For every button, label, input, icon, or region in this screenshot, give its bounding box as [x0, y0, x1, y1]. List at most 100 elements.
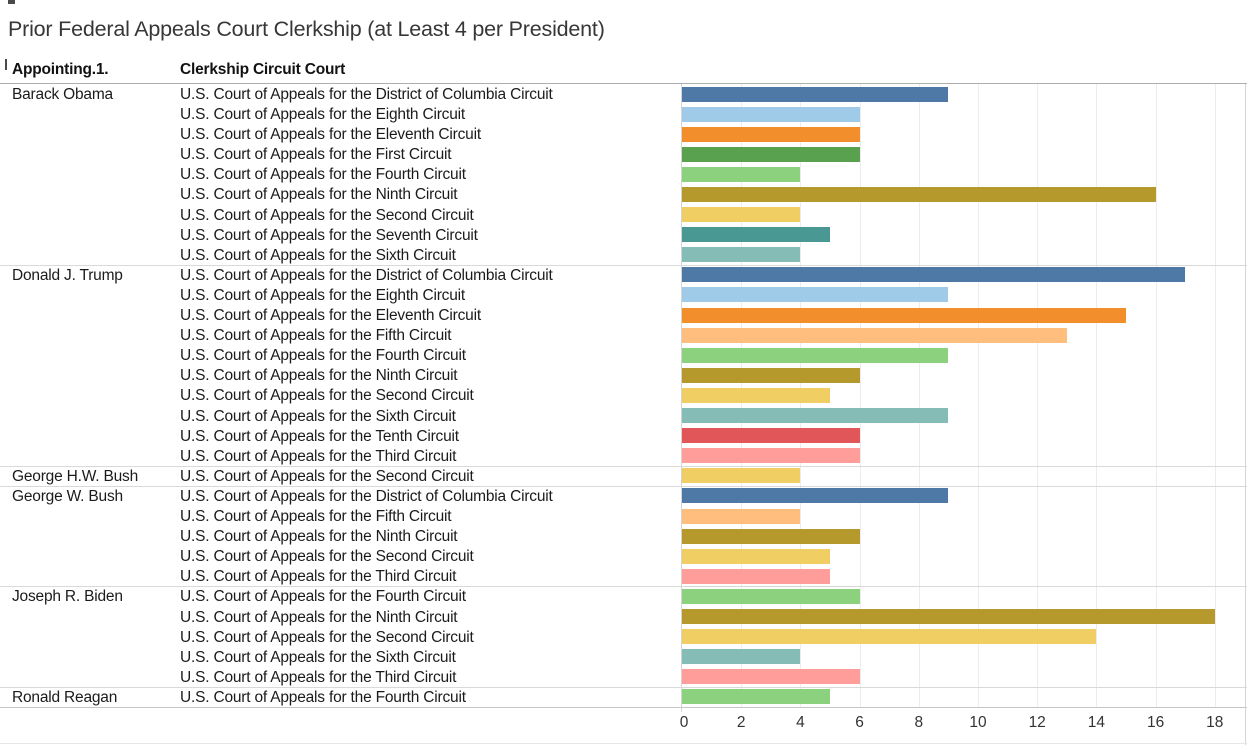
- plot-left-border: [681, 84, 682, 712]
- bar-mark[interactable]: [682, 508, 801, 524]
- circuit-label: U.S. Court of Appeals for the Fifth Circ…: [180, 508, 452, 526]
- president-label: George H.W. Bush: [12, 467, 139, 485]
- plot-right-border: [1245, 84, 1246, 745]
- circuit-label: U.S. Court of Appeals for the Ninth Circ…: [180, 528, 458, 546]
- bar-mark[interactable]: [682, 126, 860, 142]
- president-label: Donald J. Trump: [12, 266, 123, 284]
- president-label: Ronald Reagan: [12, 688, 118, 706]
- circuit-label: U.S. Court of Appeals for the Fourth Cir…: [180, 688, 466, 706]
- bar-mark[interactable]: [682, 408, 949, 424]
- header-underline: [0, 83, 1247, 84]
- circuit-label: U.S. Court of Appeals for the Ninth Circ…: [180, 186, 458, 204]
- circuit-label: U.S. Court of Appeals for the Second Cir…: [180, 548, 474, 566]
- circuit-label: U.S. Court of Appeals for the Eleventh C…: [180, 126, 481, 144]
- bar-mark[interactable]: [682, 367, 860, 383]
- header-edge-tick: [5, 59, 7, 70]
- circuit-label: U.S. Court of Appeals for the Sixth Circ…: [180, 648, 456, 666]
- gridline-18: [1214, 84, 1216, 707]
- bar-mark[interactable]: [682, 649, 801, 665]
- circuit-label: U.S. Court of Appeals for the Second Cir…: [180, 206, 474, 224]
- bar-mark[interactable]: [682, 307, 1126, 323]
- bar-mark[interactable]: [682, 227, 830, 243]
- circuit-label: U.S. Court of Appeals for the Fourth Cir…: [180, 347, 466, 365]
- x-tick-label-8: 8: [914, 714, 924, 731]
- x-tick-label-2: 2: [736, 714, 746, 731]
- circuit-label: U.S. Court of Appeals for the District o…: [180, 487, 553, 505]
- x-tick-label-6: 6: [855, 714, 864, 731]
- bar-mark[interactable]: [682, 468, 801, 484]
- circuit-label: U.S. Court of Appeals for the Third Circ…: [180, 668, 457, 686]
- circuit-label: U.S. Court of Appeals for the Third Circ…: [180, 568, 457, 586]
- circuit-label: U.S. Court of Appeals for the District o…: [180, 86, 553, 103]
- x-tick-label-4: 4: [796, 714, 805, 731]
- bar-mark[interactable]: [682, 568, 830, 584]
- section-divider: [0, 265, 1247, 266]
- circuit-label: U.S. Court of Appeals for the Seventh Ci…: [180, 226, 478, 244]
- section-divider: [0, 687, 1247, 688]
- bar-mark[interactable]: [682, 146, 860, 162]
- bar-mark[interactable]: [682, 287, 949, 303]
- circuit-label: U.S. Court of Appeals for the Eleventh C…: [180, 307, 481, 325]
- x-tick-label-10: 10: [969, 714, 987, 731]
- gridline-6: [859, 84, 861, 707]
- president-label: Joseph R. Biden: [12, 588, 123, 606]
- bar-mark[interactable]: [682, 86, 949, 102]
- bar-mark[interactable]: [682, 629, 1097, 645]
- x-tick-label-12: 12: [1028, 714, 1046, 731]
- bar-mark[interactable]: [682, 528, 860, 544]
- gridline-10: [978, 84, 979, 707]
- circuit-label: U.S. Court of Appeals for the Sixth Circ…: [180, 407, 456, 425]
- gridline-16: [1155, 84, 1157, 707]
- x-tick-label-0: 0: [679, 714, 689, 731]
- bar-mark[interactable]: [682, 488, 949, 504]
- x-tick-label-14: 14: [1087, 714, 1106, 731]
- circuit-label: U.S. Court of Appeals for the Tenth Circ…: [180, 427, 459, 445]
- x-tick-label-18: 18: [1206, 714, 1224, 731]
- president-label: Barack Obama: [12, 86, 113, 103]
- bar-mark[interactable]: [682, 448, 860, 464]
- circuit-label: U.S. Court of Appeals for the Fourth Cir…: [180, 588, 466, 606]
- circuit-label: U.S. Court of Appeals for the Second Cir…: [180, 387, 474, 405]
- bar-mark[interactable]: [682, 186, 1156, 202]
- bar-mark[interactable]: [682, 207, 801, 223]
- circuit-label: U.S. Court of Appeals for the Sixth Circ…: [180, 246, 456, 264]
- window-edge-fragment: [8, 0, 15, 4]
- column-header-president: Appointing.1.: [12, 61, 109, 78]
- circuit-label: U.S. Court of Appeals for the Third Circ…: [180, 447, 457, 465]
- circuit-label: U.S. Court of Appeals for the Fifth Circ…: [180, 327, 452, 345]
- section-divider: [0, 486, 1247, 487]
- bar-mark[interactable]: [682, 669, 860, 685]
- bar-mark[interactable]: [682, 548, 830, 564]
- x-tick-label-16: 16: [1146, 714, 1165, 731]
- circuit-label: U.S. Court of Appeals for the Fourth Cir…: [180, 166, 466, 184]
- bar-mark[interactable]: [682, 387, 830, 403]
- bar-mark[interactable]: [682, 247, 801, 263]
- view-bottom-line: [0, 743, 1247, 744]
- circuit-label: U.S. Court of Appeals for the Eighth Cir…: [180, 286, 465, 304]
- gridline-14: [1096, 84, 1098, 707]
- circuit-label: U.S. Court of Appeals for the Eighth Cir…: [180, 106, 465, 124]
- bar-mark[interactable]: [682, 347, 949, 363]
- chart-title: Prior Federal Appeals Court Clerkship (a…: [8, 17, 605, 41]
- circuit-label: U.S. Court of Appeals for the District o…: [180, 266, 553, 284]
- circuit-label: U.S. Court of Appeals for the Second Cir…: [180, 628, 474, 646]
- bar-mark[interactable]: [682, 267, 1186, 283]
- axis-baseline: [0, 707, 1247, 708]
- bar-mark[interactable]: [682, 327, 1067, 343]
- circuit-label: U.S. Court of Appeals for the Ninth Circ…: [180, 608, 458, 626]
- bar-mark[interactable]: [682, 106, 860, 122]
- circuit-label: U.S. Court of Appeals for the Second Cir…: [180, 467, 474, 485]
- bar-mark[interactable]: [682, 588, 860, 604]
- column-header-court: Clerkship Circuit Court: [180, 61, 346, 78]
- gridline-8: [918, 84, 920, 707]
- gridline-12: [1037, 84, 1039, 707]
- bar-mark[interactable]: [682, 689, 830, 705]
- section-divider: [0, 466, 1247, 467]
- bar-mark[interactable]: [682, 166, 801, 182]
- bar-mark[interactable]: [682, 428, 860, 444]
- circuit-label: U.S. Court of Appeals for the Ninth Circ…: [180, 367, 458, 385]
- president-label: George W. Bush: [12, 487, 123, 505]
- bar-mark[interactable]: [682, 609, 1215, 625]
- section-divider: [0, 586, 1247, 587]
